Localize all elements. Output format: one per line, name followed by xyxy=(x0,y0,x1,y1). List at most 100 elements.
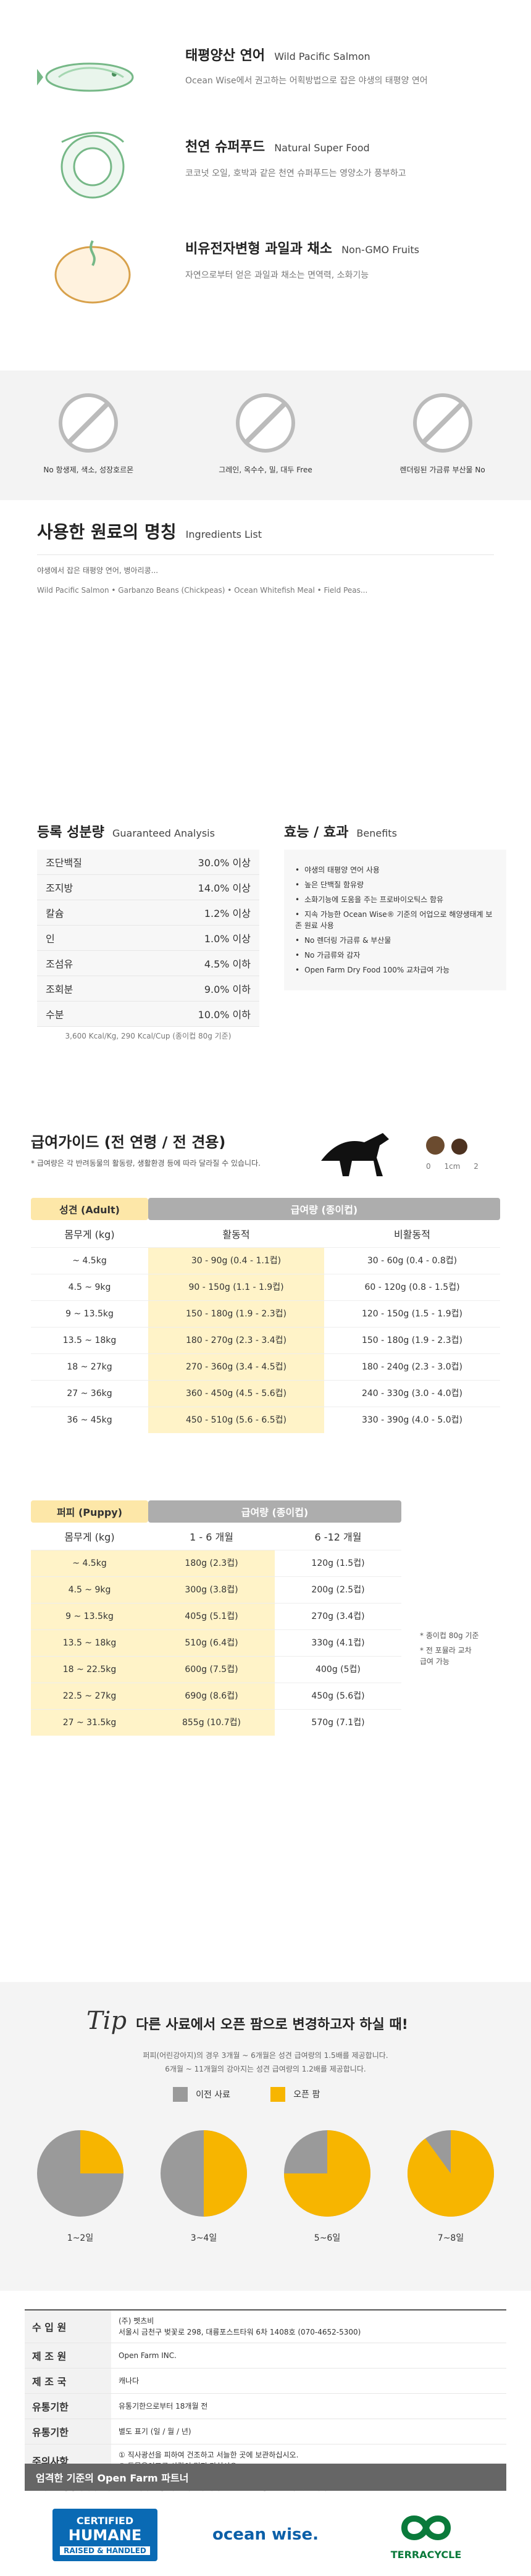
partners-header: 엄격한 기준의 Open Farm 파트너 xyxy=(25,2464,506,2491)
partners: 엄격한 기준의 Open Farm 파트너 CERTIFIED HUMANE R… xyxy=(0,2464,531,2576)
analysis-name: 수분 xyxy=(37,1001,134,1027)
adult-inactive: 60 - 120g (0.8 - 1.5컵) xyxy=(364,1282,460,1292)
feature-superfood: 천연 슈퍼푸드 Natural Super Food 코코넛 오일, 호박과 같… xyxy=(0,123,531,216)
product-info-value: 유통기한으로부터 18개월 전 xyxy=(111,2393,506,2419)
adult-weight: 13.5 ~ 18kg xyxy=(31,1328,148,1353)
benefit-text: 야생의 태평양 연어 사용 xyxy=(304,866,380,874)
bullet-icon: • xyxy=(295,895,300,904)
analysis-row: 조회분 9.0% 이하 xyxy=(37,976,259,1002)
feature-desc: Ocean Wise에서 권고하는 어획방법으로 잡은 야생의 태평양 연어 xyxy=(185,76,428,86)
analysis-name: 칼슘 xyxy=(37,900,134,926)
puppy-row: 27 ~ 31.5kg 855g (10.7컵) 570g (7.1컵) xyxy=(31,1709,401,1736)
adult-inactive: 120 - 150g (1.5 - 1.9컵) xyxy=(361,1309,463,1319)
puppy-1-6: 600g (7.5컵) xyxy=(148,1657,275,1683)
adult-row: ~ 4.5kg 30 - 90g (0.4 - 1.1컵) 30 - 60g (0.… xyxy=(31,1247,500,1274)
adult-active: 90 - 150g (1.1 - 1.9컵) xyxy=(148,1274,324,1300)
analysis-value: 1.0% 이상 xyxy=(133,925,259,951)
benefit-text: 지속 가능한 Ocean Wise® 기준의 어업으로 해양생태계 보존 원료 … xyxy=(295,910,493,930)
product-info-value-line-1: ① 직사광선을 피하여 건조하고 서늘한 곳에 보관하십시오. xyxy=(119,2451,299,2459)
feeding-title: 급여가이드 (전 연령 / 전 견용) xyxy=(31,1134,226,1151)
analysis-row: 칼슘 1.2% 이상 xyxy=(37,900,259,926)
feature-title-en: Wild Pacific Salmon xyxy=(274,51,370,62)
analysis-name: 조단백질 xyxy=(37,850,134,875)
puppy-weight: ~ 4.5kg xyxy=(31,1550,148,1576)
free-from-label: 그레인, 옥수수, 밀, 대두 Free xyxy=(219,466,312,474)
benefit-item: • Open Farm Dry Food 100% 교차급여 가능 xyxy=(295,964,495,976)
puppy-weight: 13.5 ~ 18kg xyxy=(31,1630,148,1656)
analysis-title-ko: 등록 성분량 xyxy=(37,825,104,840)
free-from-label: 렌더링된 가금류 부산물 No xyxy=(399,466,485,474)
puppy-col-weight: 몸무게 (kg) xyxy=(64,1531,115,1543)
analysis-row: 조단백질 30.0% 이상 xyxy=(37,850,259,875)
no-grain-icon xyxy=(232,389,299,457)
analysis-value: 14.0% 이상 xyxy=(133,874,259,900)
adult-weight: 4.5 ~ 9kg xyxy=(31,1274,148,1300)
pumpkin-illustration-icon xyxy=(43,228,142,309)
puppy-1-6: 180g (2.3컵) xyxy=(148,1550,275,1576)
logo-ocean-wise: ocean wise. xyxy=(212,2525,319,2544)
benefit-item: • 소화기능에 도움을 주는 프로바이오틱스 함유 xyxy=(295,894,495,905)
product-info-key: 유통기한 xyxy=(25,2419,111,2444)
adult-active: 270 - 360g (3.4 - 4.5컵) xyxy=(148,1354,324,1380)
product-info-value-line-1: 유통기한으로부터 18개월 전 xyxy=(119,2402,208,2411)
puppy-weight: 27 ~ 31.5kg xyxy=(31,1710,148,1736)
infinity-icon xyxy=(392,2509,460,2549)
kibble-scale-one: 1cm xyxy=(444,1162,461,1171)
puppy-6-12: 330g (4.1컵) xyxy=(311,1638,365,1648)
product-info-row: 유통기한 유통기한으로부터 18개월 전 xyxy=(25,2393,506,2419)
puppy-weight: 9 ~ 13.5kg xyxy=(31,1604,148,1629)
product-info-row: 제 조 국 캐나다 xyxy=(25,2368,506,2394)
feature-title-en: Natural Super Food xyxy=(274,142,370,154)
benefit-item: • 지속 가능한 Ocean Wise® 기준의 어업으로 해양생태계 보존 원료… xyxy=(295,909,495,931)
free-from-label: No 항생제, 색소, 성장호르몬 xyxy=(43,466,134,474)
analysis-footnote: 3,600 Kcal/Kg, 290 Kcal/Cup (종이컵 80g 기준) xyxy=(65,1032,232,1040)
tip-desc-2: 6개월 ~ 11개월의 강아지는 성견 급여량의 1.2배를 제공합니다. xyxy=(165,2065,366,2073)
adult-active: 360 - 450g (4.5 - 5.6컵) xyxy=(148,1381,324,1407)
tip-word: Tip xyxy=(86,2007,127,2035)
logo-humane: HUMANE xyxy=(68,2526,142,2544)
feature-title-en: Non-GMO Fruits xyxy=(341,244,420,256)
feature-non-gmo: 비유전자변형 과일과 채소 Non-GMO Fruits 자연으로부터 얻은 과… xyxy=(0,222,531,321)
benefit-text: Open Farm Dry Food 100% 교차급여 가능 xyxy=(304,966,450,974)
adult-col-weight: 몸무게 (kg) xyxy=(64,1229,115,1240)
bullet-icon: • xyxy=(295,936,300,945)
puppy-col-1-6: 1 - 6 개월 xyxy=(190,1531,233,1543)
adult-inactive: 180 - 240g (2.3 - 3.0컵) xyxy=(361,1362,463,1372)
feature-desc: 코코넛 오일, 호박과 같은 천연 슈퍼푸드는 영양소가 풍부하고 xyxy=(185,169,406,178)
analysis-row: 조지방 14.0% 이상 xyxy=(37,874,259,900)
product-info-key: 유통기한 xyxy=(25,2393,111,2419)
ingredients-ko-text: 야생에서 잡은 태평양 연어, 병아리콩... xyxy=(37,566,159,575)
pie-label: 3~4일 xyxy=(190,2233,217,2243)
adult-row: 13.5 ~ 18kg 180 - 270g (2.3 - 3.4컵) 150 - … xyxy=(31,1327,500,1353)
puppy-1-6: 855g (10.7컵) xyxy=(148,1710,275,1736)
puppy-row: 4.5 ~ 9kg 300g (3.8컵) 200g (2.5컵) xyxy=(31,1576,401,1603)
pie-chart xyxy=(408,2130,494,2217)
feeding-subtitle: * 급여량은 각 반려동물의 활동량, 생활환경 등에 따라 달라질 수 있습니… xyxy=(31,1159,261,1168)
adult-label: 성견 (Adult) xyxy=(31,1198,148,1220)
pie-item: 7~8일 xyxy=(395,2124,506,2278)
product-info-table: 수 입 원 (주) 펫츠비 서울시 금천구 벚꽃로 298, 대륭포스트타워 6차 … xyxy=(25,2310,506,2477)
adult-inactive: 330 - 390g (4.0 - 5.0컵) xyxy=(361,1415,463,1425)
adult-weight: 27 ~ 36kg xyxy=(31,1381,148,1407)
adult-row: 9 ~ 13.5kg 150 - 180g (1.9 - 2.3컵) 120 - 1… xyxy=(31,1300,500,1327)
analysis-name: 조섬유 xyxy=(37,950,134,976)
kibble-image-icon xyxy=(426,1136,482,1161)
benefits-box: • 야생의 태평양 연어 사용 • 높은 단백질 함유량 • 소화기능에 도움을 주는 프… xyxy=(284,850,506,990)
pie-item: 1~2일 xyxy=(25,2124,136,2278)
benefits-title-ko: 효능 / 효과 xyxy=(284,825,349,840)
puppy-6-12: 570g (7.1컵) xyxy=(311,1718,365,1728)
adult-inactive: 150 - 180g (1.9 - 2.3컵) xyxy=(361,1336,463,1345)
adult-inactive: 240 - 330g (3.0 - 4.0컵) xyxy=(361,1389,463,1399)
logo-raised: RAISED & HANDLED xyxy=(60,2546,150,2555)
ingredients-title-en: Ingredients List xyxy=(185,529,262,540)
product-info-value: 별도 표기 (일 / 월 / 년) xyxy=(111,2419,506,2444)
feature-title-ko: 천연 슈퍼푸드 xyxy=(185,140,266,155)
adult-active: 150 - 180g (1.9 - 2.3컵) xyxy=(148,1301,324,1327)
puppy-6-12: 200g (2.5컵) xyxy=(311,1585,365,1595)
adult-row: 27 ~ 36kg 360 - 450g (4.5 - 5.6컵) 240 - 33… xyxy=(31,1380,500,1407)
legend-new: 오픈 팜 xyxy=(293,2089,320,2100)
adult-weight: ~ 4.5kg xyxy=(31,1248,148,1274)
logo-terracycle: TERRACYCLE xyxy=(390,2548,462,2561)
benefit-text: No 렌더링 가금류 & 부산물 xyxy=(304,936,391,945)
puppy-row: 18 ~ 22.5kg 600g (7.5컵) 400g (5컵) xyxy=(31,1656,401,1683)
